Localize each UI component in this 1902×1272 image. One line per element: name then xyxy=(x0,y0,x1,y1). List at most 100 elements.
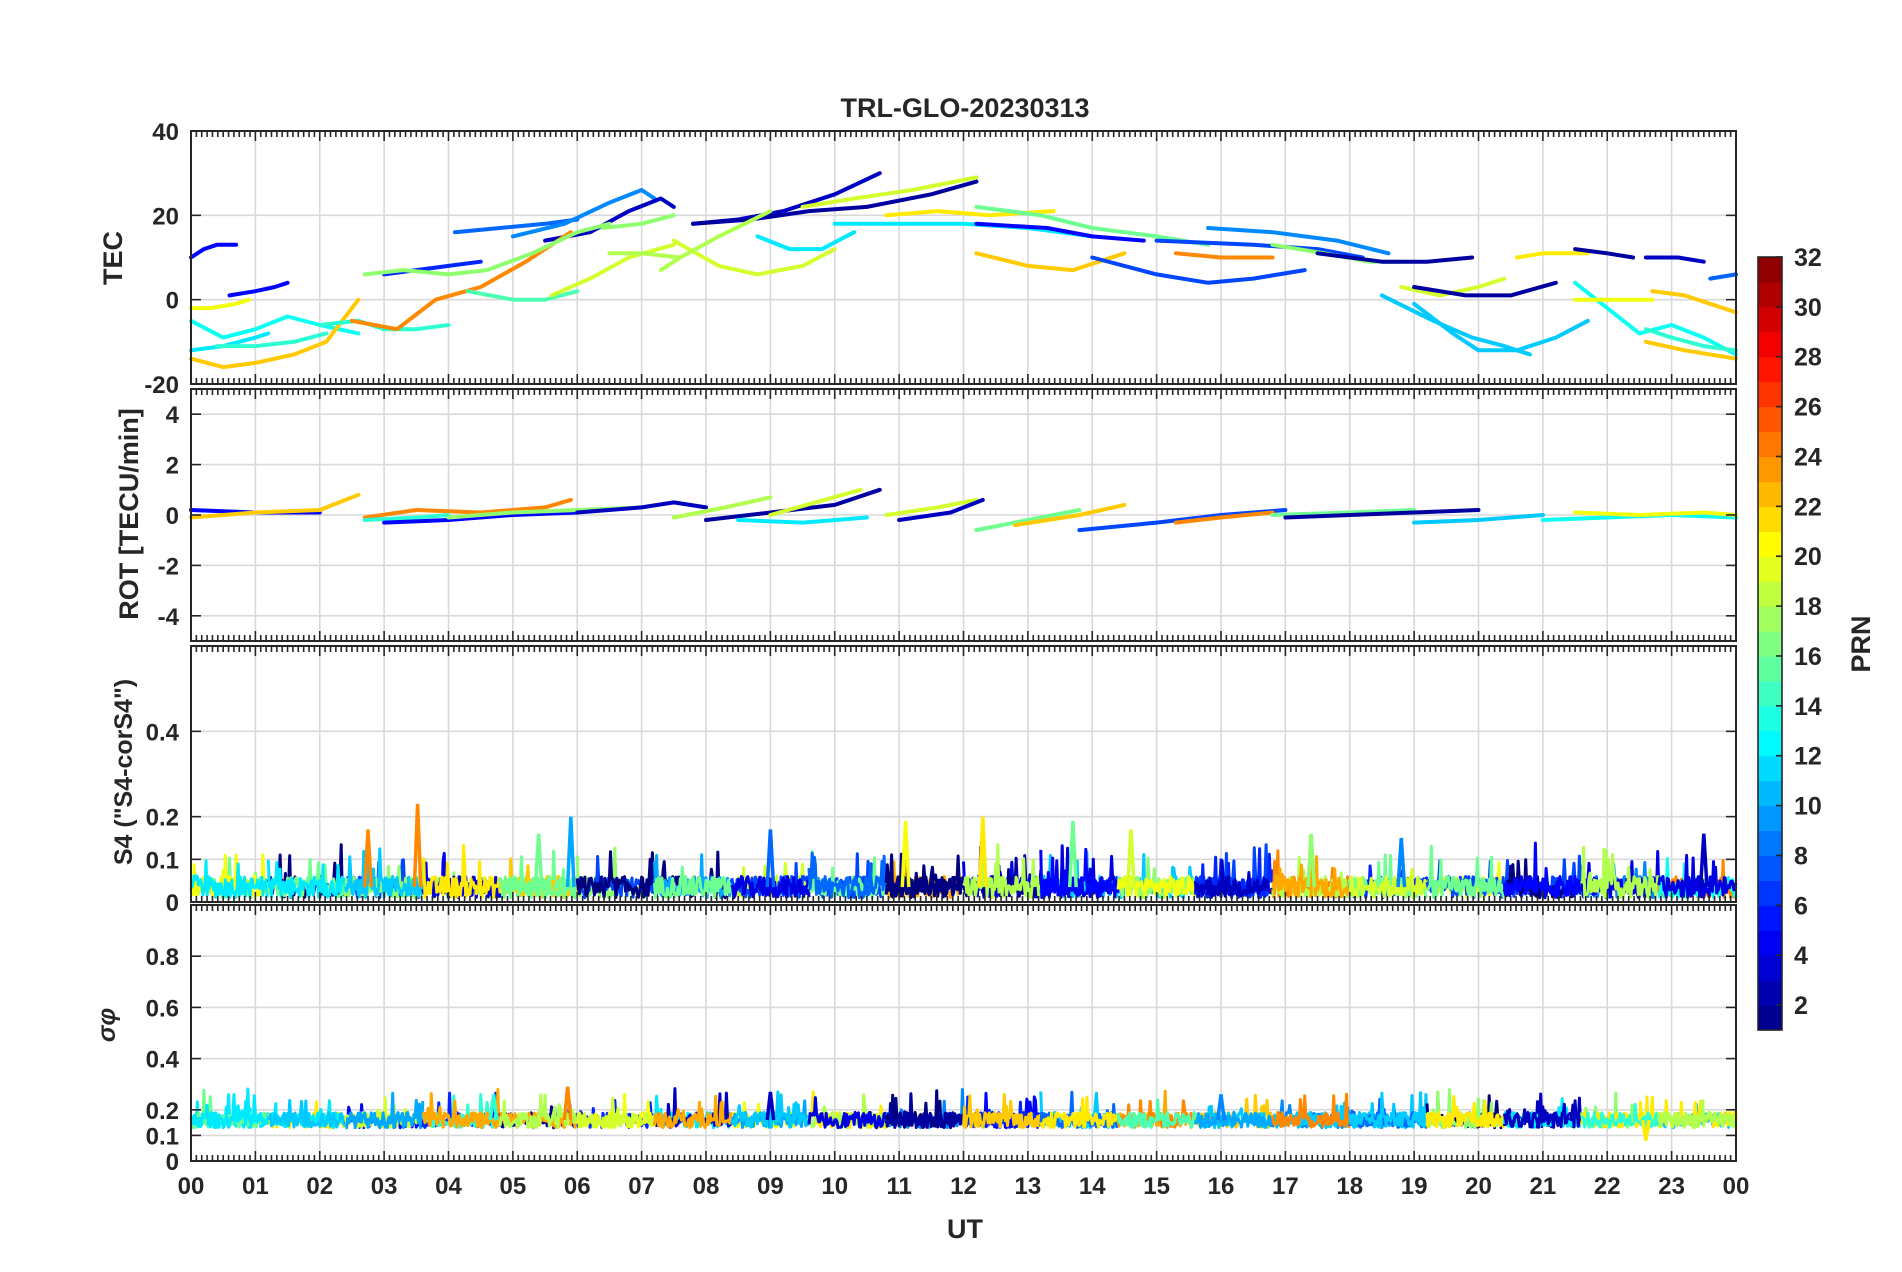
noise-trace-prn-19 xyxy=(575,1096,656,1129)
sigma-phi-ticks xyxy=(190,905,1737,1162)
colorbar-bin xyxy=(1758,1005,1782,1031)
series-line-prn-19 xyxy=(1399,276,1507,298)
x-tick-label: 09 xyxy=(757,1173,784,1200)
series-line-prn-24 xyxy=(349,230,573,332)
series-line-prn-12 xyxy=(832,221,1095,239)
series-line-prn-11 xyxy=(1412,513,1545,525)
x-tick-label: 06 xyxy=(564,1173,591,1200)
series-line-prn-12 xyxy=(189,331,271,353)
x-tick-label: 04 xyxy=(435,1173,462,1200)
colorbar-bin xyxy=(1758,880,1782,906)
y-tick-label: 0.4 xyxy=(146,1047,180,1074)
colorbar-tick-label: 12 xyxy=(1794,743,1822,771)
noise-trace-prn-22 xyxy=(962,1093,1042,1130)
noise-trace-prn-18 xyxy=(1657,1099,1738,1130)
colorbar-tick-label: 6 xyxy=(1794,892,1808,920)
noise-trace-prn-4 xyxy=(807,1096,888,1130)
series-line-prn-19 xyxy=(800,175,979,209)
x-tick-label: 14 xyxy=(1079,1173,1106,1200)
series-line-prn-9 xyxy=(510,188,657,239)
x-tick-label: 05 xyxy=(500,1173,527,1200)
y-tick-label: 40 xyxy=(152,119,179,146)
series-line-prn-18 xyxy=(671,495,773,520)
y-tick-label: 0.6 xyxy=(146,995,179,1022)
noise-trace-prn-1 xyxy=(575,850,655,899)
series-line-prn-14 xyxy=(1643,327,1738,353)
series-line-prn-8 xyxy=(1708,272,1738,281)
series-line-prn-18 xyxy=(658,209,773,273)
rot-ylabel: ROT [TECU/min] xyxy=(114,408,144,619)
series-line-prn-17 xyxy=(362,221,612,277)
colorbar-bin xyxy=(1758,606,1782,632)
colorbar-bin xyxy=(1758,531,1782,557)
series-line-prn-19 xyxy=(884,497,979,517)
s4-ytick-labels: 0 0.1 0.2 0.4 xyxy=(146,719,180,917)
rot-ytick-labels: -4 -2 0 2 4 xyxy=(158,402,180,631)
x-tick-labels: 00 01 02 03 04 05 06 07 08 09 10 11 12 13 14 15 16 17 18 19… xyxy=(178,1173,1750,1200)
noise-trace-prn-14 xyxy=(1580,1102,1660,1129)
colorbar-bin xyxy=(1758,481,1782,507)
noise-trace-prn-23 xyxy=(421,1088,502,1130)
noise-trace-prn-10 xyxy=(345,1091,425,1130)
peak-prn-24 xyxy=(562,1086,573,1121)
colorbar-bin xyxy=(1758,456,1782,483)
peak-prn-3 xyxy=(765,1091,776,1121)
series-line-prn-7 xyxy=(1090,255,1307,285)
colorbar-bin xyxy=(1758,331,1782,358)
noise-trace-prn-12 xyxy=(189,1087,270,1130)
y-tick-label: 0.2 xyxy=(146,1098,179,1125)
noise-trace-prn-15 xyxy=(1116,1098,1197,1130)
x-tick-label: 19 xyxy=(1401,1173,1428,1200)
noise-trace-prn-12 xyxy=(266,859,347,899)
colorbar-tick-label: 26 xyxy=(1794,394,1822,422)
series-line-prn-24 xyxy=(1173,251,1275,260)
series-line-prn-13 xyxy=(189,314,361,340)
series-line-prn-2 xyxy=(704,487,882,522)
series-line-prn-9 xyxy=(1206,226,1391,256)
series-line-prn-22 xyxy=(1650,289,1738,315)
noise-trace-prn-2 xyxy=(884,1092,965,1130)
series-line-prn-5 xyxy=(227,280,290,298)
colorbar-bin xyxy=(1758,805,1782,832)
tec-ticks xyxy=(190,130,1737,385)
peak-prn-8 xyxy=(765,829,776,888)
series-line-prn-2 xyxy=(1573,247,1635,260)
colorbar-bin xyxy=(1758,780,1782,807)
colorbar-bin xyxy=(1758,955,1782,981)
series-line-prn-19 xyxy=(549,242,676,298)
peak-prn-21 xyxy=(977,816,988,888)
peak-prn-10 xyxy=(565,816,576,888)
y-tick-label: -20 xyxy=(144,372,179,399)
x-tick-label: 18 xyxy=(1336,1173,1363,1200)
series-line-prn-16 xyxy=(974,204,1211,247)
noise-trace-prn-3 xyxy=(1193,859,1274,899)
colorbar-bin xyxy=(1758,506,1782,532)
peak-prn-9 xyxy=(1396,837,1407,888)
noise-trace-prn-17 xyxy=(1425,1088,1506,1130)
x-tick-label: 03 xyxy=(371,1173,398,1200)
colorbar-tick-label: 10 xyxy=(1794,793,1822,821)
y-tick-label: -2 xyxy=(158,553,179,580)
series-line-prn-22 xyxy=(1013,502,1127,528)
tec-ylabel: TEC xyxy=(98,231,128,285)
noise-trace-prn-5 xyxy=(1039,847,1120,900)
rot-ticks xyxy=(190,389,1737,641)
colorbar-bin xyxy=(1758,356,1782,383)
series-line-prn-14 xyxy=(214,331,329,349)
colorbar-bin xyxy=(1758,655,1782,682)
colorbar-bin xyxy=(1758,431,1782,458)
s4-ticks xyxy=(190,646,1737,903)
x-axis-label: UT xyxy=(947,1214,983,1244)
colorbar-bin xyxy=(1758,281,1782,308)
series-line-prn-22 xyxy=(189,297,361,370)
colorbar-tick-label: 16 xyxy=(1794,643,1822,671)
colorbar-bin xyxy=(1758,705,1782,732)
y-tick-label: 2 xyxy=(166,453,179,480)
x-tick-label: 16 xyxy=(1208,1173,1235,1200)
series-line-prn-2 xyxy=(691,179,979,226)
x-tick-label: 13 xyxy=(1015,1173,1042,1200)
sigma-phi-ytick-labels: 00.10.2 0.4 0.6 0.8 xyxy=(146,944,180,1176)
series-line-prn-11 xyxy=(1379,293,1532,357)
series-line-prn-22 xyxy=(974,251,1127,273)
